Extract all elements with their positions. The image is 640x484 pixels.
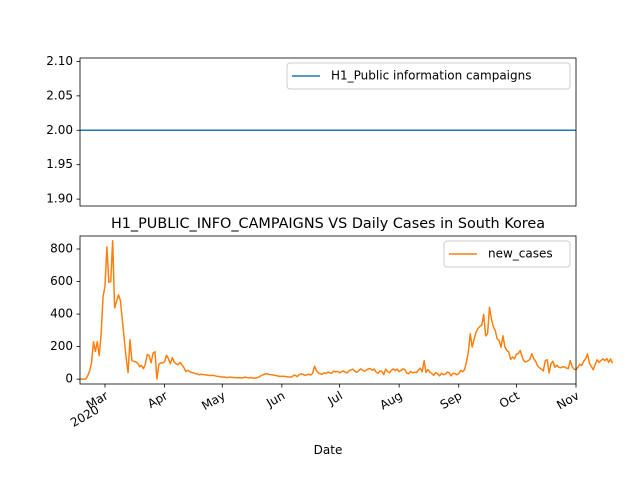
bottom-subplot: H1_PUBLIC_INFO_CAMPAIGNS VS Daily Cases … (50, 216, 614, 457)
top-legend-box (286, 62, 571, 90)
x-tick-label: Jul (325, 388, 345, 408)
top-subplot: 1.90 1.95 2.00 2.05 2.10 H1_Public informati… (46, 54, 577, 207)
chart-title: H1_PUBLIC_INFO_CAMPAIGNS VS Daily Cases … (111, 216, 545, 232)
top-y-tick-label: 2.00 (46, 123, 73, 137)
top-legend: H1_Public information campaigns (286, 62, 571, 90)
x-tick-year-label: 2020 (68, 402, 101, 429)
bottom-y-tick-label: 600 (50, 274, 73, 288)
top-axes-frame (79, 57, 577, 207)
top-y-tick-label: 2.10 (46, 54, 73, 68)
bottom-y-tick-label: 0 (65, 372, 73, 386)
bottom-legend-label: new_cases (488, 247, 553, 261)
x-tick-label: Nov (554, 388, 581, 412)
top-y-tick-label: 1.90 (46, 192, 73, 206)
bottom-series-group (80, 239, 614, 380)
bottom-y-tick-label: 200 (50, 339, 73, 353)
bottom-y-tick-label: 800 (50, 242, 73, 256)
x-tick-label: Jun (263, 388, 287, 410)
x-tick-label: May (199, 388, 227, 413)
x-tick-label: Oct (497, 388, 522, 411)
x-tick-label: Aug (377, 388, 404, 412)
bottom-y-tick-label: 400 (50, 307, 73, 321)
bottom-legend-box (443, 240, 571, 268)
bottom-series-line (80, 239, 614, 380)
x-tick-label: Apr (145, 388, 170, 411)
x-tick-label: Sep (438, 388, 465, 411)
bottom-legend: new_cases (443, 240, 571, 268)
bottom-y-ticks: 0 200 400 600 800 (50, 242, 80, 386)
bottom-axes-frame (79, 235, 577, 385)
x-axis-label: Date (314, 443, 343, 457)
top-y-tick-label: 1.95 (46, 157, 73, 171)
top-legend-label: H1_Public information campaigns (331, 69, 531, 83)
top-y-ticks: 1.90 1.95 2.00 2.05 2.10 (46, 54, 80, 206)
top-y-tick-label: 2.05 (46, 88, 73, 102)
